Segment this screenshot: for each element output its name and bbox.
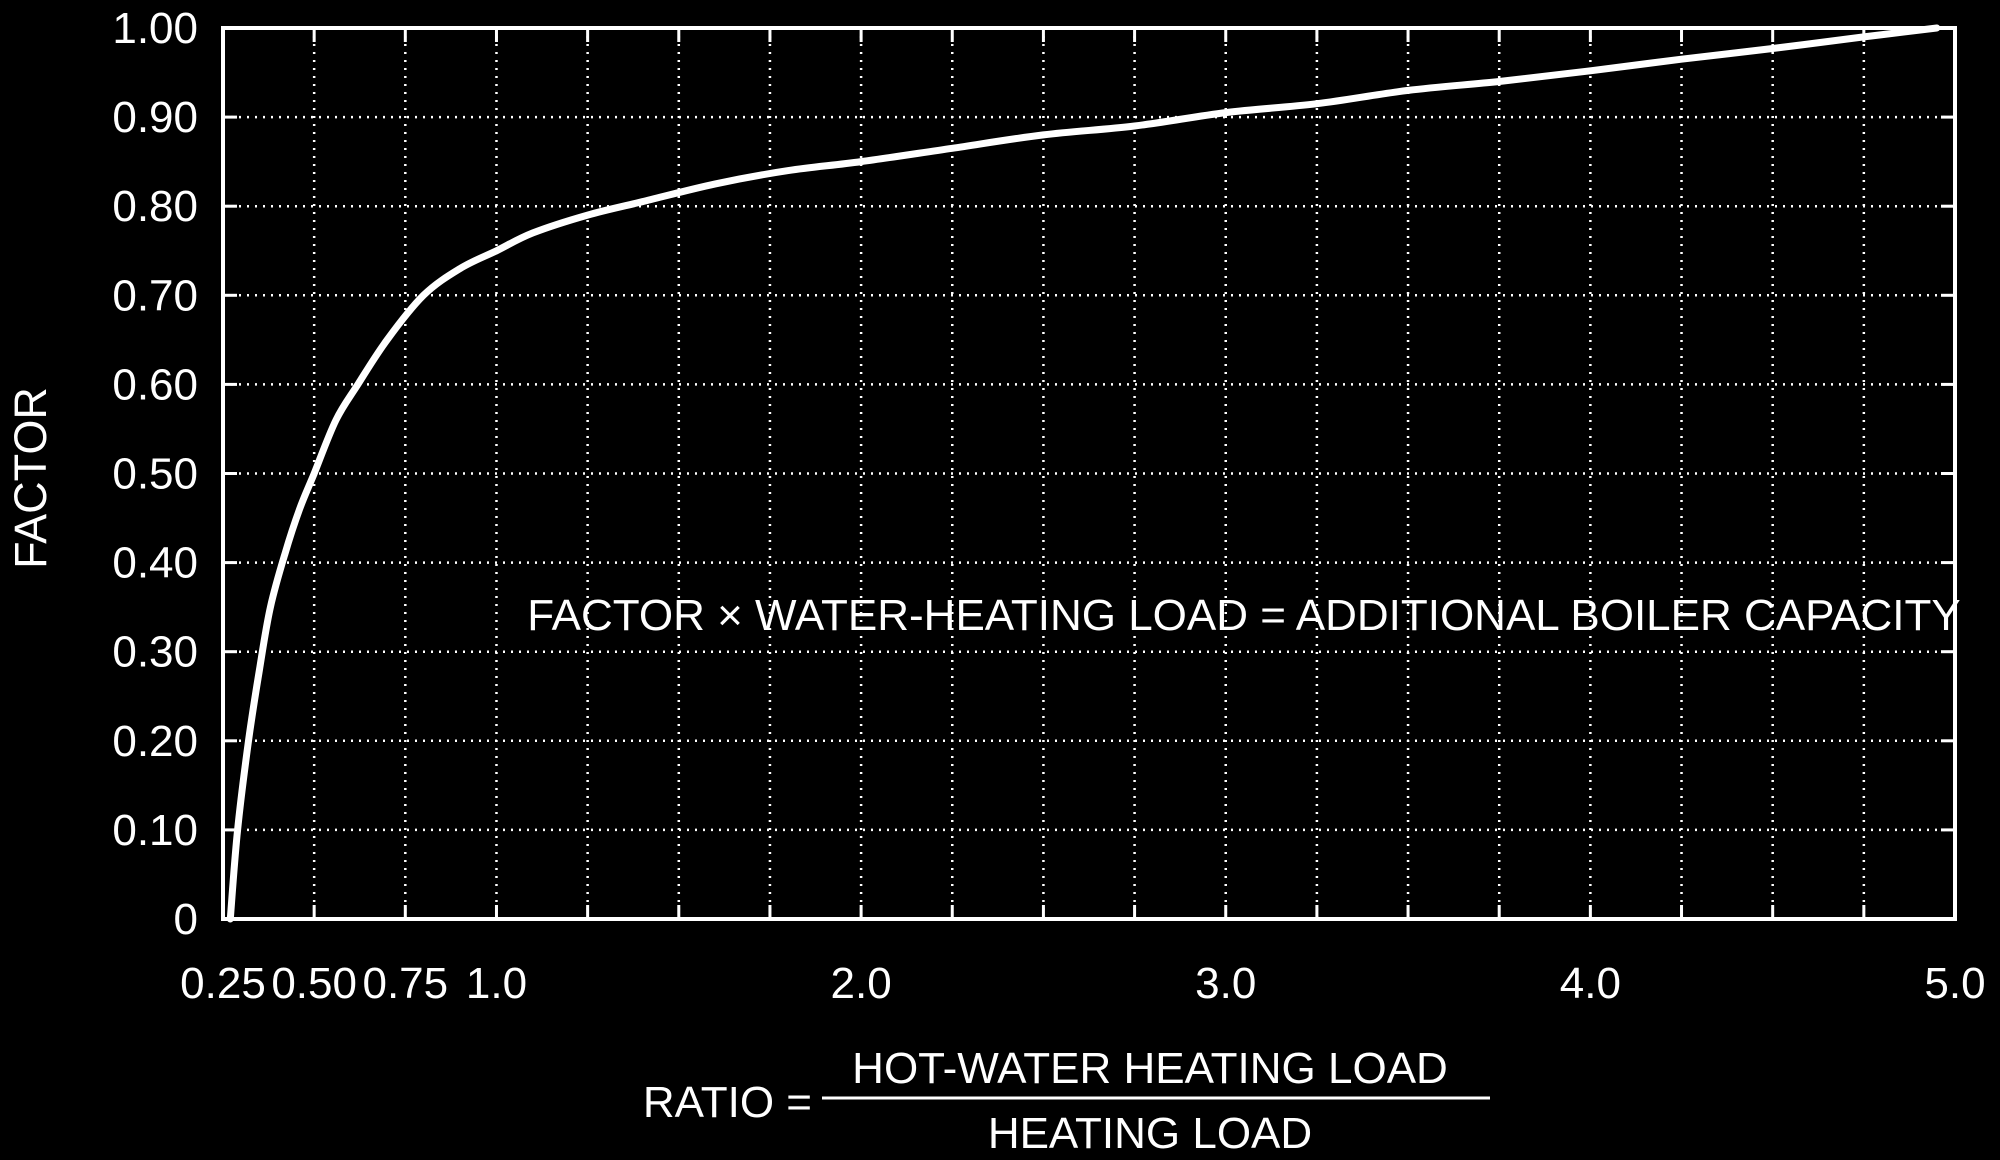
x-tick-label-0: 0.25 xyxy=(180,959,266,1008)
x-tick-label-2: 0.75 xyxy=(362,959,448,1008)
x-tick-label-3: 1.0 xyxy=(466,959,527,1008)
y-tick-label-3: 0.30 xyxy=(112,628,198,677)
y-axis-label: FACTOR xyxy=(5,387,56,569)
x-tick-label-5: 3.0 xyxy=(1195,959,1256,1008)
x-tick-labels: 0.25 0.50 0.75 1.0 2.0 3.0 4.0 5.0 xyxy=(180,959,1985,1008)
x-tick-label-6: 4.0 xyxy=(1560,959,1621,1008)
y-tick-label-6: 0.60 xyxy=(112,360,198,409)
y-tick-label-0: 0 xyxy=(174,895,198,944)
grid-lines xyxy=(223,28,1955,919)
y-tick-label-7: 0.70 xyxy=(112,271,198,320)
x-tick-label-1: 0.50 xyxy=(271,959,357,1008)
y-tick-label-10: 1.00 xyxy=(112,4,198,53)
x-axis-label-numerator: HOT-WATER HEATING LOAD xyxy=(852,1044,1448,1093)
y-tick-label-8: 0.80 xyxy=(112,182,198,231)
x-axis-label-prefix: RATIO = xyxy=(643,1078,812,1127)
curve-group xyxy=(226,24,1941,923)
y-tick-label-9: 0.90 xyxy=(112,93,198,142)
y-tick-label-4: 0.40 xyxy=(112,539,198,588)
y-tick-label-1: 0.10 xyxy=(112,806,198,855)
factor-curve xyxy=(226,24,1941,923)
x-tick-label-4: 2.0 xyxy=(831,959,892,1008)
y-tick-labels: 0 0.10 0.20 0.30 0.40 0.50 0.60 0.70 0.80 0.90 1.0… xyxy=(112,4,198,944)
x-axis-label-denominator: HEATING LOAD xyxy=(988,1109,1312,1158)
chart-annotation: FACTOR × WATER-HEATING LOAD = ADDITIONAL… xyxy=(527,591,1961,640)
x-axis-label: RATIO = HOT-WATER HEATING LOAD HEATING L… xyxy=(643,1044,1490,1158)
minor-ticks xyxy=(223,26,1955,921)
x-tick-label-7: 5.0 xyxy=(1924,959,1985,1008)
y-tick-label-5: 0.50 xyxy=(112,450,198,499)
y-tick-label-2: 0.20 xyxy=(112,717,198,766)
